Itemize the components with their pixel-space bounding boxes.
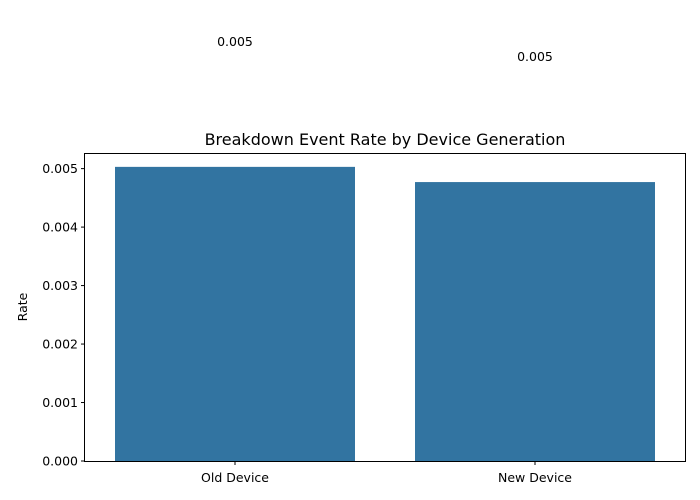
- y-axis-label: Rate: [15, 292, 30, 321]
- y-tick-label: 0.000: [42, 454, 78, 469]
- data-label-new-device: 0.005: [517, 49, 553, 64]
- y-tick-label: 0.002: [42, 337, 78, 352]
- x-tick-label: Old Device: [201, 470, 269, 485]
- plot-frame: [84, 153, 686, 462]
- bars-group: [115, 166, 655, 462]
- bar-old-device: [115, 166, 355, 462]
- x-tick-label: New Device: [498, 470, 572, 485]
- y-axis: 0.000 0.001 0.002 0.003 0.004 0.005: [42, 161, 85, 469]
- chart-title: Breakdown Event Rate by Device Generatio…: [205, 130, 566, 149]
- bar-new-device: [415, 182, 655, 461]
- y-tick-label: 0.004: [42, 220, 78, 235]
- y-tick-label: 0.005: [42, 161, 78, 176]
- data-labels-group: 0.005 0.005: [217, 34, 553, 64]
- y-tick-label: 0.003: [42, 278, 78, 293]
- x-axis: Old Device New Device: [201, 461, 572, 485]
- y-tick-label: 0.001: [42, 395, 78, 410]
- data-label-old-device: 0.005: [217, 34, 253, 49]
